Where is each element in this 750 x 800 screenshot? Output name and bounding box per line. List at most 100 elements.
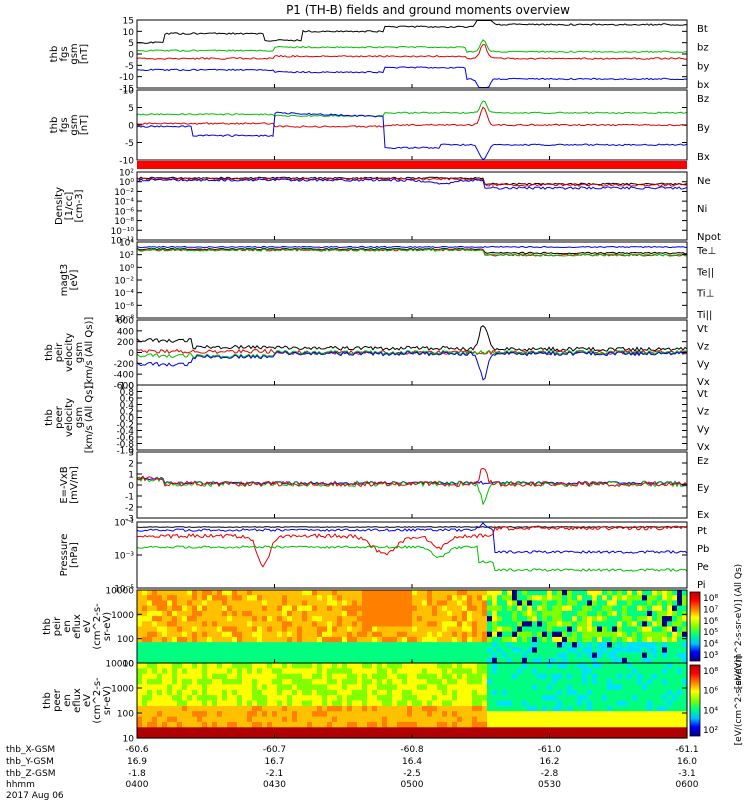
ion-spectrogram-cell <box>317 657 323 664</box>
ion-spectrogram-cell <box>627 605 633 612</box>
electron-spectrogram-cell <box>332 695 338 702</box>
ion-spectrogram-cell <box>497 595 503 601</box>
ion-spectrogram-cell <box>417 631 423 638</box>
ion-spectrogram-cell <box>342 626 348 633</box>
plot-data-layer <box>136 20 688 739</box>
electron-spectrogram-cell <box>462 716 468 723</box>
electron-spectrogram-cell <box>392 668 398 675</box>
ion-spectrogram-cell <box>522 642 528 648</box>
ion-spectrogram-cell <box>392 626 398 633</box>
electron-spectrogram-cell <box>302 721 308 728</box>
electron-spectrogram-cell <box>332 684 338 691</box>
ion-spectrogram-cell <box>667 600 673 607</box>
electron-spectrogram-cell <box>157 684 163 691</box>
electron-spectrogram-cell <box>582 705 588 712</box>
electron-spectrogram-cell <box>637 695 643 702</box>
electron-spectrogram-cell <box>357 700 363 707</box>
electron-spectrogram-cell <box>297 663 303 669</box>
ion-spectrogram-cell <box>302 590 308 596</box>
ion-spectrogram-cell <box>427 647 433 654</box>
electron-spectrogram-cell <box>447 727 453 734</box>
ion-spectrogram-cell <box>282 621 288 628</box>
ion-spectrogram-cell <box>657 616 663 622</box>
ion-spectrogram-cell <box>167 605 173 612</box>
electron-spectrogram-cell <box>497 684 503 691</box>
ion-spectrogram-cell <box>327 621 333 628</box>
ion-spectrogram-cell <box>302 621 308 628</box>
ion-spectrogram-cell <box>247 605 253 612</box>
ion-spectrogram-cell <box>167 610 173 617</box>
ion-spectrogram-cell <box>487 657 493 664</box>
electron-spectrogram-cell <box>262 705 268 712</box>
electron-spectrogram-cell <box>232 721 238 728</box>
ion-spectrogram-cell <box>677 595 683 601</box>
electron-spectrogram-cell <box>287 721 293 728</box>
electron-spectrogram-cell <box>277 727 283 734</box>
ion-spectrogram-cell <box>142 652 148 659</box>
ion-spectrogram-cell <box>422 605 428 612</box>
ion-spectrogram-cell <box>627 590 633 596</box>
electron-spectrogram-cell <box>572 716 578 723</box>
electron-spectrogram-cell <box>607 727 613 734</box>
ion-spectrogram-cell <box>467 600 473 607</box>
ion-spectrogram-cell <box>362 605 368 612</box>
electron-spectrogram-cell <box>552 705 558 712</box>
electron-spectrogram-cell <box>302 668 308 675</box>
ion-spectrogram-cell <box>362 631 368 638</box>
electron-spectrogram-cell <box>242 663 248 669</box>
electron-spectrogram-cell <box>267 716 273 723</box>
ion-spectrogram-cell <box>152 657 158 664</box>
ion-spectrogram-cell <box>607 610 613 617</box>
ion-spectrogram-cell <box>612 600 618 607</box>
electron-spectrogram-cell <box>387 679 393 686</box>
electron-spectrogram-cell <box>637 711 643 718</box>
electron-spectrogram-cell <box>562 679 568 686</box>
ion-spectrogram-cell <box>357 590 363 596</box>
ion-spectrogram-cell <box>482 595 488 601</box>
electron-spectrogram-cell <box>617 732 623 739</box>
electron-spectrogram-cell <box>412 732 418 739</box>
electron-spectrogram-cell <box>197 695 203 702</box>
electron-spectrogram-cell <box>622 679 628 686</box>
electron-spectrogram-cell <box>337 727 343 734</box>
electron-spectrogram-cell <box>652 679 658 686</box>
electron-spectrogram-cell <box>482 716 488 723</box>
ion-spectrogram-cell <box>502 642 508 648</box>
ion-spectrogram-cell <box>627 610 633 617</box>
ion-spectrogram-cell <box>382 642 388 648</box>
electron-spectrogram-cell <box>262 663 268 669</box>
electron-spectrogram-cell <box>507 711 513 718</box>
ion-spectrogram-cell <box>397 610 403 617</box>
ion-spectrogram-cell <box>222 636 228 643</box>
electron-spectrogram-cell <box>582 689 588 696</box>
electron-spectrogram-cell <box>262 711 268 718</box>
electron-spectrogram-cell <box>532 673 538 680</box>
electron-spectrogram-cell <box>642 663 648 669</box>
electron-spectrogram-cell <box>257 679 263 686</box>
electron-spectrogram-cell <box>227 705 233 712</box>
electron-spectrogram-cell <box>682 668 688 675</box>
ion-spectrogram-cell <box>197 631 203 638</box>
ion-spectrogram-cell <box>377 605 383 612</box>
electron-spectrogram-cell <box>272 673 278 680</box>
ion-spectrogram-cell <box>302 595 308 601</box>
ion-spectrogram-cell <box>637 631 643 638</box>
electron-spectrogram-cell <box>182 679 188 686</box>
ion-spectrogram-cell <box>482 657 488 664</box>
ion-spectrogram-cell <box>522 636 528 643</box>
ion-spectrogram-cell <box>297 636 303 643</box>
electron-spectrogram-cell <box>397 668 403 675</box>
ion-spectrogram-cell <box>157 616 163 622</box>
ion-spectrogram-cell <box>432 616 438 622</box>
ion-spectrogram-cell <box>457 642 463 648</box>
electron-spectrogram-cell <box>177 716 183 723</box>
ion-spectrogram-cell <box>422 652 428 659</box>
electron-spectrogram-cell <box>412 689 418 696</box>
ion-spectrogram-cell <box>502 616 508 622</box>
y-axis-label: [mV/m] <box>69 466 80 504</box>
ion-spectrogram-cell <box>207 600 213 607</box>
ion-spectrogram-cell <box>682 626 688 633</box>
ion-spectrogram-cell <box>587 647 593 654</box>
electron-spectrogram-cell <box>457 711 463 718</box>
electron-spectrogram-cell <box>317 732 323 739</box>
